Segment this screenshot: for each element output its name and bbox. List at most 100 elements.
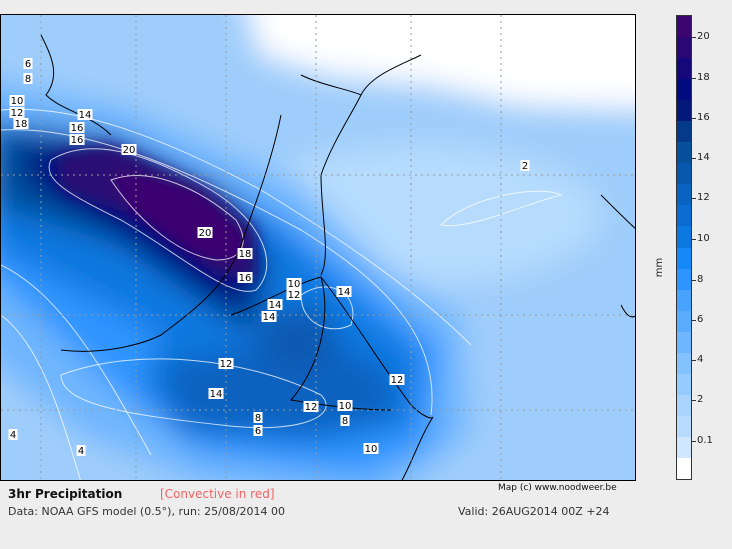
colorbar-tick: [692, 400, 696, 401]
contour-label-box: [23, 73, 33, 84]
contour-label: 8: [255, 413, 261, 424]
colorbar-swatch: [677, 268, 691, 290]
contour-label-box: [23, 58, 33, 69]
contour-label-box: [303, 401, 319, 412]
colorbar-tick: [692, 360, 696, 361]
contour-label: 4: [10, 430, 16, 441]
colorbar-swatch: [677, 142, 691, 164]
colorbar-tick-label: 12: [697, 192, 710, 203]
colorbar-swatch: [677, 163, 691, 185]
colorbar-unit: mm: [654, 257, 666, 278]
colorbar-tick-label: 10: [697, 233, 710, 244]
colorbar-tick-label: 6: [697, 314, 704, 325]
contour-label: 16: [71, 135, 84, 146]
contour-label-box: [253, 425, 263, 436]
colorbar-swatch: [677, 226, 691, 248]
colorbar-swatch: [677, 394, 691, 416]
precipitation-map: 6 8 10 12 14 16 16 18 20 20 18 16 10 12 14 14 14 12 14 12 12…: [0, 14, 636, 481]
contour-label: 14: [79, 110, 92, 121]
contour-label: 6: [255, 426, 261, 437]
contour-label: 6: [25, 59, 31, 70]
contour-label-box: [253, 412, 263, 423]
contour-label: 2: [522, 161, 528, 172]
contour-label-box: [237, 248, 253, 259]
contour-label: 8: [25, 74, 31, 85]
colorbar-tick: [692, 78, 696, 79]
contour-label: 14: [210, 389, 223, 400]
contour-label-box: [121, 144, 137, 155]
contour-label-box: [13, 118, 29, 129]
contour-label: 8: [342, 416, 348, 427]
contour-label-box: [337, 400, 353, 411]
map-credit: Map (c) www.noodweer.be: [498, 483, 617, 493]
colorbar-swatch: [677, 184, 691, 206]
colorbar-tick-label: 4: [697, 354, 704, 365]
contour-label: 10: [339, 401, 352, 412]
contour-label-box: [363, 443, 379, 454]
colorbar-swatch: [677, 373, 691, 395]
contour-label-box: [389, 374, 405, 385]
colorbar-swatch: [677, 58, 691, 80]
contour-label-box: [340, 415, 350, 426]
convective-note: [Convective in red]: [160, 487, 275, 501]
contour-label: 12: [288, 290, 301, 301]
contour-label-box: [218, 358, 234, 369]
contour-label-box: [286, 289, 302, 300]
valid-time: Valid: 26AUG2014 00Z +24: [458, 505, 610, 518]
contour-label: 20: [123, 145, 136, 156]
contour-label-box: [261, 311, 277, 322]
colorbar-swatch: [677, 205, 691, 227]
colorbar-swatch: [677, 121, 691, 143]
contour-label-box: [9, 95, 25, 106]
colorbar-tick: [692, 280, 696, 281]
contour-label: 20: [199, 228, 212, 239]
colorbar-tick: [692, 441, 696, 442]
colorbar-swatch: [677, 16, 691, 38]
contour-label-box: [8, 429, 18, 440]
contour-label: 16: [239, 273, 252, 284]
data-source: Data: NOAA GFS model (0.5°), run: 25/08/…: [8, 505, 286, 518]
colorbar-tick: [692, 118, 696, 119]
contour-label: 10: [11, 96, 24, 107]
contour-label: 18: [15, 119, 28, 130]
colorbar-swatch: [677, 100, 691, 122]
precip-field: [1, 15, 635, 480]
colorbar-swatch: [677, 310, 691, 332]
colorbar-swatch: [677, 415, 691, 437]
colorbar-swatch: [677, 457, 691, 480]
contour-label: 12: [391, 375, 404, 386]
contour-label-box: [76, 445, 86, 456]
contour-label-box: [520, 160, 530, 171]
colorbar-tick-label: 18: [697, 72, 710, 83]
colorbar-tick: [692, 158, 696, 159]
colorbar-swatch: [677, 247, 691, 269]
colorbar-tick: [692, 198, 696, 199]
contour-label: 14: [263, 312, 276, 323]
contour-label: 16: [71, 123, 84, 134]
contour-label: 18: [239, 249, 252, 260]
colorbar-tick-label: 0.1: [697, 435, 713, 446]
colorbar-tick: [692, 37, 696, 38]
contour-label-box: [336, 286, 352, 297]
contour-label-box: [237, 272, 253, 283]
colorbar-swatch: [677, 436, 691, 458]
contour-label: 10: [365, 444, 378, 455]
colorbar-tick-label: 20: [697, 31, 710, 42]
contour-label: 12: [220, 359, 233, 370]
contour-label-box: [69, 122, 85, 133]
chart-title: 3hr Precipitation: [8, 487, 123, 501]
colorbar-tick-label: 8: [697, 274, 704, 285]
colorbar-tick: [692, 239, 696, 240]
contour-label: 12: [11, 108, 24, 119]
colorbar-tick-label: 16: [697, 112, 710, 123]
colorbar-tick-label: 2: [697, 394, 704, 405]
colorbar-swatch: [677, 289, 691, 311]
colorbar-tick-label: 14: [697, 152, 710, 163]
contour-label-box: [9, 107, 25, 118]
contour-label: 10: [288, 279, 301, 290]
contour-label: 14: [269, 300, 282, 311]
colorbar-swatch: [677, 331, 691, 353]
contour-label-box: [267, 299, 283, 310]
